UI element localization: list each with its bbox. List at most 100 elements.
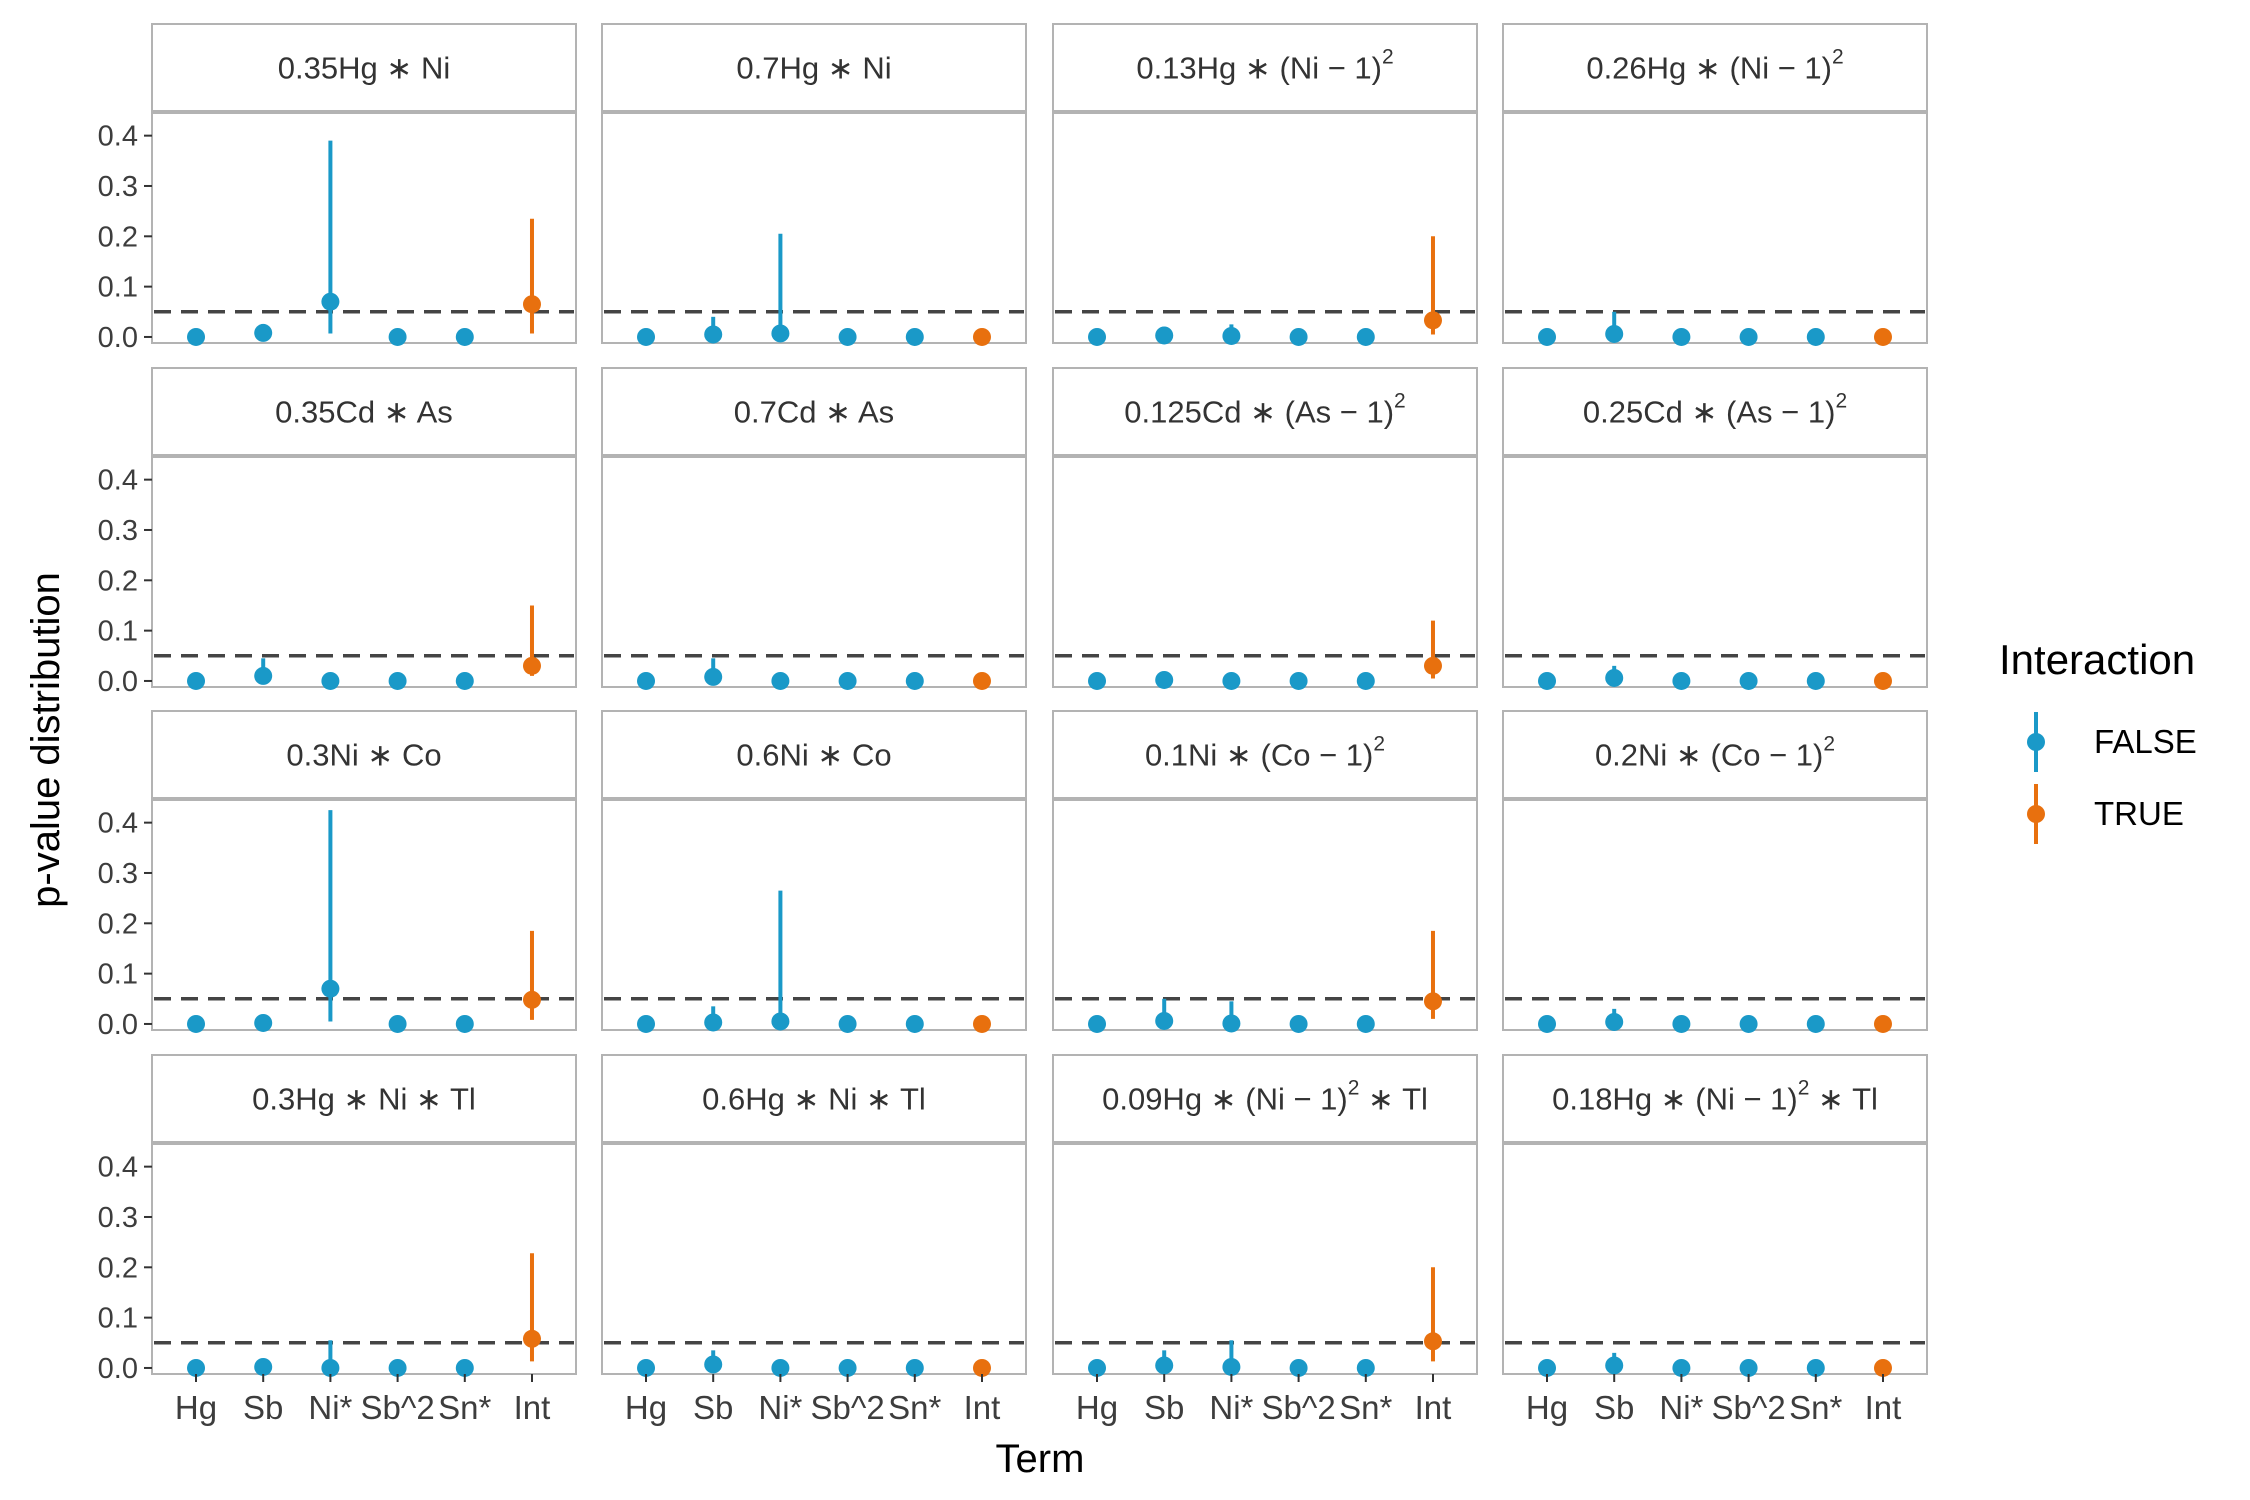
median-point [388, 327, 407, 346]
median-point [1806, 1014, 1825, 1033]
median-point [1356, 1014, 1375, 1033]
facet-strip [1052, 1054, 1478, 1143]
facet-strip [1052, 23, 1478, 112]
facet-label: 0.125Cd ∗ (As − 1)2 [1124, 390, 1405, 430]
facet-label: 0.13Hg ∗ (Ni − 1)2 [1136, 46, 1393, 86]
median-point [1155, 670, 1174, 689]
facet-panel: 0.09Hg ∗ (Ni − 1)2 ∗ Tl Hg Sb Ni* Sb^2 Sn* Int [1052, 1054, 1478, 1426]
y-tick-label: 0.1 [98, 1303, 138, 1335]
facet-panel: 0.125Cd ∗ (As − 1)2 [1052, 367, 1478, 690]
median-point [388, 1358, 407, 1377]
median-point [1806, 327, 1825, 346]
facet-strip [1052, 367, 1478, 456]
y-tick-label: 0.2 [98, 1252, 138, 1284]
facet-label: 0.18Hg ∗ (Ni − 1)2 ∗ Tl [1552, 1077, 1878, 1117]
y-tick-label: 0.2 [98, 221, 138, 253]
y-tick-label: 0.2 [98, 908, 138, 940]
facet-panel: 0.25Cd ∗ (As − 1)2 [1502, 367, 1928, 690]
median-point [1739, 671, 1758, 690]
facet-panel: 0.7Hg ∗ Ni [601, 23, 1027, 346]
median-point [1356, 327, 1375, 346]
facet-strip [151, 367, 577, 456]
median-point [771, 1358, 790, 1377]
y-tick-label: 0.3 [98, 858, 138, 890]
x-tick-label: Hg [625, 1389, 667, 1426]
facet-label: 0.35Cd ∗ As [275, 395, 453, 430]
median-point [838, 671, 857, 690]
median-point [838, 327, 857, 346]
median-point [1289, 327, 1308, 346]
median-point [1538, 1358, 1557, 1377]
x-tick-label: Sn* [888, 1389, 941, 1426]
median-point [1222, 671, 1241, 690]
median-point [771, 671, 790, 690]
median-point [1672, 1358, 1691, 1377]
median-point [1289, 671, 1308, 690]
plot-area [601, 799, 1027, 1031]
y-tick-label: 0.4 [98, 808, 138, 840]
median-point [1155, 326, 1174, 345]
x-tick-label: Sb^2 [1261, 1389, 1335, 1426]
median-point [905, 327, 924, 346]
x-tick-label: Sn* [1339, 1389, 1392, 1426]
median-point [522, 1329, 541, 1348]
facet-label: 0.09Hg ∗ (Ni − 1)2 ∗ Tl [1102, 1077, 1428, 1117]
panels-layer: 0.35Hg ∗ Ni 0.0 0.1 0.2 0.3 0.4 0.7Hg ∗ Ni 0.13… [98, 23, 1928, 1426]
facet-label: 0.1Ni ∗ (Co − 1)2 [1145, 733, 1385, 773]
plot-area [601, 1143, 1027, 1375]
median-point [905, 1358, 924, 1377]
plot-area [151, 799, 577, 1031]
median-point [187, 1014, 206, 1033]
median-point [254, 1013, 273, 1032]
plot-area [151, 1143, 577, 1375]
y-tick-label: 0.1 [98, 616, 138, 648]
facet-panel: 0.18Hg ∗ (Ni − 1)2 ∗ Tl Hg Sb Ni* Sb^2 Sn* Int [1502, 1054, 1928, 1426]
facet-strip [1502, 1054, 1928, 1143]
x-tick-label: Int [514, 1389, 551, 1426]
x-tick-label: Sn* [1789, 1389, 1842, 1426]
facet-panel: 0.2Ni ∗ (Co − 1)2 [1502, 710, 1928, 1033]
facet-label: 0.26Hg ∗ (Ni − 1)2 [1586, 46, 1843, 86]
legend-label: FALSE [2094, 723, 2197, 760]
facet-label: 0.25Cd ∗ (As − 1)2 [1583, 390, 1847, 430]
median-point [187, 327, 206, 346]
facet-strip [1502, 23, 1928, 112]
x-tick-label: Sb^2 [360, 1389, 434, 1426]
facet-strip [1502, 710, 1928, 799]
x-tick-label: Sn* [438, 1389, 491, 1426]
median-point [972, 327, 991, 346]
median-point [254, 1357, 273, 1376]
median-point [455, 671, 474, 690]
median-point [1672, 327, 1691, 346]
plot-area [1052, 799, 1478, 1031]
median-point [704, 667, 723, 686]
median-point [972, 671, 991, 690]
facet-panel: 0.6Hg ∗ Ni ∗ Tl Hg Sb Ni* Sb^2 Sn* Int [601, 1054, 1027, 1426]
median-point [704, 1013, 723, 1032]
x-tick-label: Ni* [758, 1389, 802, 1426]
y-tick-label: 0.2 [98, 565, 138, 597]
median-point [1605, 324, 1624, 343]
median-point [1538, 1014, 1557, 1033]
plot-area [601, 112, 1027, 344]
median-point [522, 295, 541, 314]
facet-panel: 0.3Ni ∗ Co 0.0 0.1 0.2 0.3 0.4 [98, 710, 577, 1041]
facet-label: 0.6Hg ∗ Ni ∗ Tl [702, 1082, 926, 1117]
facet-panel: 0.35Cd ∗ As 0.0 0.1 0.2 0.3 0.4 [98, 367, 577, 698]
x-tick-label: Ni* [1209, 1389, 1253, 1426]
plot-area [1502, 456, 1928, 688]
median-point [1806, 671, 1825, 690]
facet-panel: 0.6Ni ∗ Co [601, 710, 1027, 1033]
x-tick-label: Int [964, 1389, 1001, 1426]
median-point [321, 979, 340, 998]
median-point [1222, 1014, 1241, 1033]
median-point [1605, 1012, 1624, 1031]
median-point [704, 1355, 723, 1374]
median-point [455, 327, 474, 346]
facet-label: 0.6Ni ∗ Co [736, 738, 891, 773]
plot-area [601, 456, 1027, 688]
facet-strip [1052, 710, 1478, 799]
median-point [771, 324, 790, 343]
x-tick-label: Sb^2 [1711, 1389, 1785, 1426]
plot-area [151, 112, 577, 344]
